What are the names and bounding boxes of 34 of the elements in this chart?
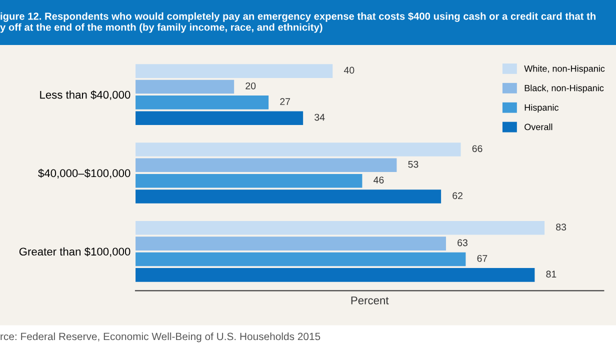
bar	[136, 80, 234, 94]
bar	[136, 236, 446, 250]
y-tick-label: $40,000–$100,000	[38, 168, 130, 178]
y-tick-label: Greater than $100,000	[19, 247, 130, 257]
text: rce: Federal Reserve, Economic Well-Being of U.S. Households 2015	[0, 332, 320, 342]
data-label: 83	[556, 224, 566, 231]
y-tick-label: Less than $40,000	[40, 90, 130, 100]
bar	[136, 158, 397, 172]
data-label: 62	[452, 192, 462, 200]
data-label: 20	[246, 82, 256, 90]
data-label: 66	[472, 145, 482, 152]
data-label: 34	[314, 114, 325, 121]
bar	[136, 268, 535, 282]
bar	[136, 252, 466, 266]
chart-title: igure 12. Respondents who would completely pay an emergency expense that costs $400 using cash or a credit card that th y off at the end of the month (by family income, race, and ethnicity)	[0, 12, 596, 33]
data-label: 67	[477, 254, 488, 262]
bar	[136, 64, 333, 78]
bar	[136, 220, 545, 235]
bar	[136, 174, 362, 188]
data-label: 46	[374, 176, 384, 184]
bar	[136, 96, 269, 110]
x-axis-title: Percent	[351, 296, 389, 304]
data-label: 40	[344, 66, 354, 74]
bar	[136, 111, 304, 126]
data-label: 81	[546, 270, 556, 278]
data-label: 53	[408, 160, 418, 168]
bar	[136, 142, 461, 156]
legend-label: Overall	[524, 124, 552, 130]
bar	[136, 190, 442, 204]
legend-label: Hispanic	[524, 104, 559, 112]
legend-label: Black, non-Hispanic	[524, 84, 604, 94]
data-label: 63	[458, 239, 468, 246]
data-label: 27	[280, 98, 290, 105]
legend-label: White, non-Hispanic	[524, 65, 605, 74]
